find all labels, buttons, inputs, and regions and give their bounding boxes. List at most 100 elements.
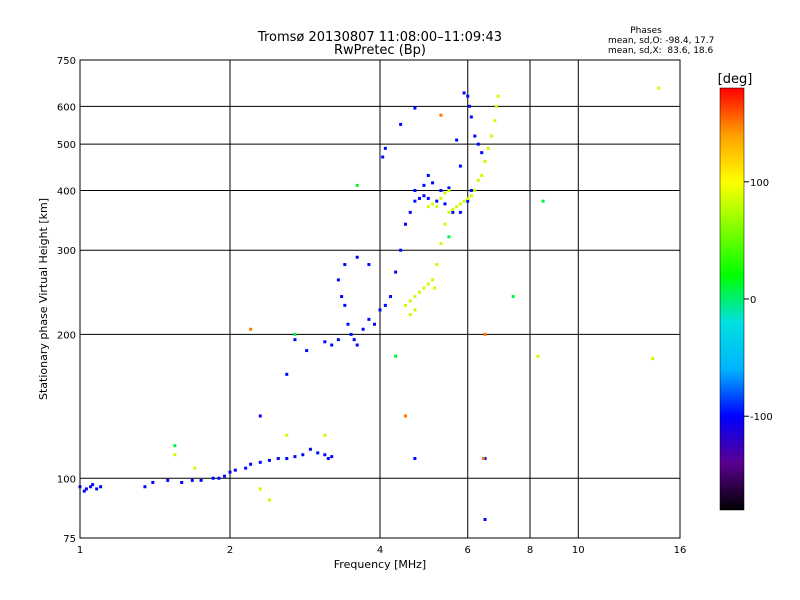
y-tick-label: 75 (63, 534, 76, 545)
data-point (330, 343, 334, 347)
data-point (349, 332, 353, 336)
x-tick-label: 6 (465, 545, 471, 556)
data-point (383, 146, 387, 150)
data-point (249, 462, 253, 466)
data-point (413, 106, 417, 110)
colorbar-tick-label: -100 (750, 412, 773, 423)
data-point (367, 317, 371, 321)
y-tick-label: 750 (57, 56, 76, 67)
data-point (413, 188, 417, 192)
data-point (258, 487, 262, 491)
data-point (462, 199, 466, 203)
plot-frame (79, 59, 681, 539)
data-point (285, 433, 289, 437)
data-point (657, 86, 661, 90)
data-point (394, 270, 398, 274)
data-point (244, 466, 248, 470)
data-point (417, 196, 421, 200)
data-point (352, 338, 356, 342)
data-point (305, 349, 309, 353)
data-point (355, 183, 359, 187)
y-tick-label: 100 (57, 474, 76, 485)
data-point (190, 478, 194, 482)
data-point (469, 115, 473, 119)
grid-lines (80, 60, 680, 538)
data-point (343, 303, 347, 307)
data-point (443, 202, 447, 206)
data-point (431, 202, 435, 206)
data-point (447, 186, 451, 190)
data-point (480, 173, 484, 177)
data-point (399, 122, 403, 126)
data-point (267, 498, 271, 502)
data-point (403, 222, 407, 226)
data-point (466, 94, 470, 98)
data-point (468, 104, 472, 108)
data-point (326, 456, 330, 460)
data-point (99, 485, 103, 489)
data-point (511, 295, 515, 299)
data-point (258, 460, 262, 464)
data-point (447, 210, 451, 214)
chart-subtitle: RwPretec (Bp) (334, 43, 426, 58)
data-point (285, 372, 289, 376)
data-point (483, 517, 487, 521)
phases-x-stats: mean, sd,X: 83.6, 18.6 (608, 46, 714, 56)
data-point (483, 332, 487, 336)
data-point (211, 476, 215, 480)
data-point (451, 208, 455, 212)
data-point (143, 485, 147, 489)
data-point (228, 470, 232, 474)
data-point (541, 199, 545, 203)
data-point (486, 146, 490, 150)
x-tick-label: 16 (674, 545, 687, 556)
data-point (455, 138, 459, 142)
data-point (308, 447, 312, 451)
data-point (217, 476, 221, 480)
data-point (422, 183, 426, 187)
data-point (462, 91, 466, 95)
x-tick-label: 8 (527, 545, 533, 556)
data-point (417, 290, 421, 294)
colorbar-tick-label: 0 (750, 295, 756, 306)
data-point (340, 295, 344, 299)
data-point (439, 188, 443, 192)
data-point (249, 327, 253, 331)
data-point (173, 444, 177, 448)
data-point (151, 480, 155, 484)
data-point (458, 202, 462, 206)
data-point (267, 458, 271, 462)
data-point (466, 199, 470, 203)
data-point (180, 480, 184, 484)
x-tick-label: 1 (77, 545, 83, 556)
phases-title: Phases (630, 26, 662, 36)
data-point (389, 295, 393, 299)
data-point (346, 322, 350, 326)
data-point (223, 474, 227, 478)
colorbar-ticks: 100 0 -100 (744, 178, 773, 423)
colorbar-tick-label: 100 (750, 178, 769, 189)
data-point (458, 164, 462, 168)
data-point (367, 263, 371, 267)
data-point (447, 235, 451, 239)
y-axis-ticks: 75 100 200 300 400 500 600 750 (57, 56, 76, 545)
data-point (494, 104, 498, 108)
data-point (378, 308, 382, 312)
data-point (447, 188, 451, 192)
data-point (490, 134, 494, 138)
data-point (323, 340, 327, 344)
data-point (336, 338, 340, 342)
data-point (466, 196, 470, 200)
data-point (293, 455, 297, 459)
y-tick-label: 600 (57, 102, 76, 113)
data-point (316, 451, 320, 455)
data-point (408, 299, 412, 303)
chart-title: Tromsø 20130807 11:08:00–11:09:43 (257, 30, 502, 45)
data-point (403, 303, 407, 307)
data-point (394, 354, 398, 358)
x-tick-label: 2 (227, 545, 233, 556)
data-point (443, 191, 447, 195)
data-point (408, 313, 412, 317)
data-point (483, 456, 487, 460)
data-point (413, 295, 417, 299)
